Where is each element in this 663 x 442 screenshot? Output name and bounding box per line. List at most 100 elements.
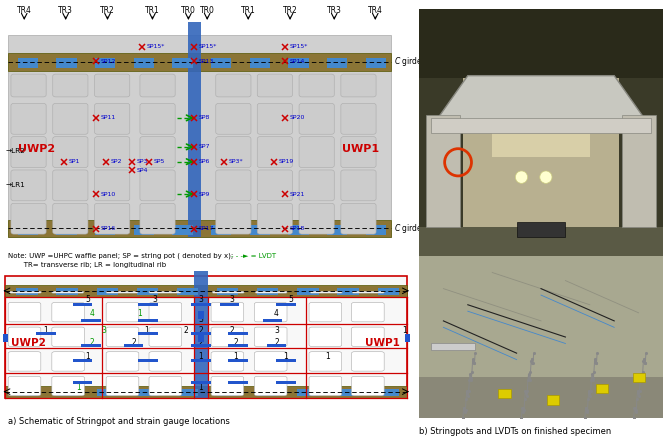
FancyBboxPatch shape — [95, 74, 130, 97]
Text: 3: 3 — [274, 326, 279, 335]
Text: 2: 2 — [229, 326, 234, 335]
Text: 2: 2 — [184, 326, 188, 335]
FancyBboxPatch shape — [299, 170, 334, 201]
Bar — [547, 395, 560, 405]
FancyBboxPatch shape — [341, 203, 376, 234]
FancyBboxPatch shape — [215, 203, 251, 234]
Bar — [8, 35, 391, 237]
Bar — [257, 288, 278, 295]
Text: 1: 1 — [233, 352, 238, 362]
Bar — [516, 222, 566, 236]
Text: TR= transverse rib; LR = longitudinal rib: TR= transverse rib; LR = longitudinal ri… — [8, 262, 166, 268]
FancyBboxPatch shape — [106, 291, 138, 293]
Text: Note: UWP =UHPC waffle panel; SP = string pot ( denoted by x);: Note: UWP =UHPC waffle panel; SP = strin… — [8, 253, 233, 259]
Circle shape — [540, 171, 552, 183]
FancyBboxPatch shape — [299, 103, 334, 134]
Text: 3: 3 — [198, 295, 204, 305]
Text: SP3: SP3 — [137, 159, 149, 164]
FancyBboxPatch shape — [106, 302, 139, 322]
FancyBboxPatch shape — [52, 291, 84, 293]
Bar — [133, 225, 154, 235]
Text: 2: 2 — [274, 338, 278, 347]
Text: SP15*: SP15* — [289, 45, 308, 50]
FancyBboxPatch shape — [299, 137, 334, 168]
FancyBboxPatch shape — [149, 291, 181, 293]
Bar — [73, 381, 92, 384]
FancyBboxPatch shape — [257, 74, 292, 97]
FancyBboxPatch shape — [255, 352, 287, 371]
Bar — [133, 58, 154, 68]
Bar — [172, 225, 192, 235]
FancyBboxPatch shape — [140, 137, 175, 168]
FancyBboxPatch shape — [255, 302, 287, 322]
Text: 4: 4 — [273, 309, 278, 318]
Text: TR4: TR4 — [17, 6, 32, 15]
Bar — [228, 381, 248, 384]
Text: →LR1: →LR1 — [6, 182, 26, 188]
Text: TR2: TR2 — [100, 6, 115, 15]
Text: 5: 5 — [288, 295, 294, 305]
FancyBboxPatch shape — [257, 203, 292, 234]
FancyBboxPatch shape — [11, 137, 46, 168]
Text: SP1: SP1 — [68, 159, 80, 164]
Text: 1: 1 — [283, 352, 288, 362]
Bar — [297, 389, 319, 396]
Bar — [137, 389, 158, 396]
FancyBboxPatch shape — [309, 377, 341, 396]
FancyBboxPatch shape — [140, 103, 175, 134]
Text: SP14: SP14 — [289, 59, 305, 64]
Bar — [419, 9, 663, 78]
Text: SP5: SP5 — [154, 159, 165, 164]
FancyBboxPatch shape — [52, 377, 84, 396]
Text: UWP1: UWP1 — [365, 338, 400, 348]
Text: SP3*: SP3* — [228, 159, 243, 164]
Text: SP18: SP18 — [289, 226, 304, 231]
Bar — [36, 332, 56, 335]
FancyBboxPatch shape — [95, 170, 130, 201]
FancyBboxPatch shape — [95, 137, 130, 168]
Bar — [188, 22, 200, 237]
Bar — [211, 58, 231, 68]
Bar — [276, 381, 296, 384]
Bar — [139, 332, 158, 335]
Bar — [194, 271, 208, 398]
Bar — [139, 319, 158, 321]
Text: SP19: SP19 — [279, 159, 294, 164]
FancyBboxPatch shape — [211, 302, 244, 322]
FancyBboxPatch shape — [9, 291, 41, 293]
Bar — [267, 344, 286, 347]
Bar — [365, 225, 386, 235]
Text: SP4: SP4 — [137, 168, 149, 173]
Bar — [288, 225, 308, 235]
FancyBboxPatch shape — [212, 291, 244, 293]
Bar — [82, 319, 101, 321]
FancyBboxPatch shape — [255, 377, 287, 396]
Bar — [327, 58, 347, 68]
Text: 1: 1 — [402, 326, 406, 335]
Text: 2: 2 — [198, 326, 204, 335]
Bar — [621, 115, 656, 227]
FancyBboxPatch shape — [149, 302, 182, 322]
Bar — [191, 344, 211, 347]
FancyBboxPatch shape — [106, 352, 139, 371]
FancyBboxPatch shape — [53, 170, 88, 201]
FancyBboxPatch shape — [149, 352, 182, 371]
Text: SP13: SP13 — [199, 59, 214, 64]
Text: SP7: SP7 — [199, 145, 210, 149]
Text: SP21: SP21 — [289, 191, 305, 197]
FancyBboxPatch shape — [95, 103, 130, 134]
FancyBboxPatch shape — [257, 170, 292, 201]
Bar — [431, 118, 651, 133]
Text: - - -► = LVDT: - - -► = LVDT — [231, 253, 276, 259]
Bar — [97, 288, 118, 295]
Text: $\mathit{C}$ girder: $\mathit{C}$ girder — [394, 55, 426, 68]
Text: b) Stringpots and LVDTs on finished specimen: b) Stringpots and LVDTs on finished spec… — [419, 427, 611, 436]
FancyBboxPatch shape — [309, 352, 341, 371]
FancyBboxPatch shape — [309, 302, 341, 322]
Text: UWP2: UWP2 — [11, 338, 46, 348]
Text: SP17: SP17 — [199, 226, 214, 231]
FancyBboxPatch shape — [351, 377, 384, 396]
Polygon shape — [431, 76, 651, 128]
FancyBboxPatch shape — [299, 203, 334, 234]
Text: 5: 5 — [86, 295, 90, 305]
